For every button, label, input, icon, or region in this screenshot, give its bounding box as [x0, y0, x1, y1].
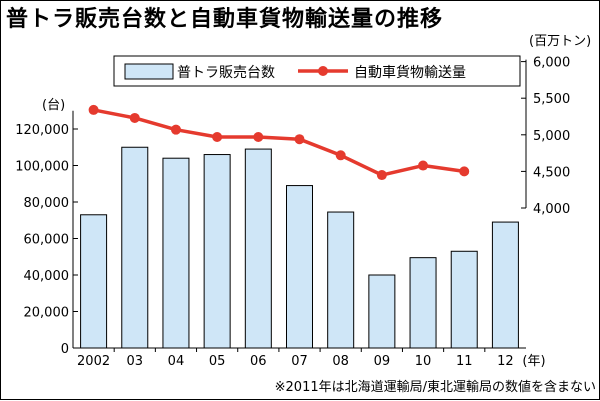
right-axis-tick-label: 6,000 [533, 56, 570, 71]
bar [450, 250, 478, 349]
left-axis-tick-label: 120,000 [15, 123, 69, 138]
x-axis-tick-label: 10 [415, 354, 432, 369]
bar [327, 211, 355, 349]
bar [80, 214, 108, 349]
left-axis-tick-label: 60,000 [24, 233, 70, 248]
series-line-freight-volume [93, 108, 465, 177]
x-axis-tick-label: 11 [456, 354, 473, 369]
right-axis-tick-label: 5,500 [533, 92, 570, 107]
left-axis-tick-label: 80,000 [24, 196, 70, 211]
x-axis-tick-label: 09 [374, 354, 391, 369]
line-point [212, 131, 223, 142]
x-axis-unit: (年) [522, 354, 545, 369]
x-axis-tick-label: 04 [168, 354, 185, 369]
line-point [253, 131, 264, 142]
left-axis-unit: (台) [42, 98, 65, 113]
bar [121, 146, 149, 349]
right-axis-tick-label: 4,000 [533, 202, 570, 217]
x-axis-tick-label: 08 [332, 354, 349, 369]
right-axis-tick-label: 5,000 [533, 129, 570, 144]
bar [203, 154, 231, 349]
bar [244, 148, 272, 349]
line-point [335, 150, 346, 161]
legend-label-freight: 自動車貨物輸送量 [354, 64, 466, 81]
left-axis-tick-label: 100,000 [15, 160, 69, 175]
x-axis-tick-label: 05 [209, 354, 226, 369]
line-point [418, 160, 429, 171]
line-point [88, 104, 99, 115]
chart-title: 普トラ販売台数と自動車貨物輸送量の推移 [6, 7, 444, 32]
bar [162, 157, 190, 349]
x-axis-tick-label: 2002 [77, 354, 110, 369]
x-axis-tick-label: 07 [291, 354, 308, 369]
bar [491, 221, 519, 349]
right-axis-tick-label: 4,500 [533, 165, 570, 180]
left-axis-tick-label: 40,000 [24, 269, 70, 284]
legend-line-marker [318, 66, 328, 76]
x-axis-tick-label: 12 [497, 354, 514, 369]
line-point [376, 170, 387, 181]
line-point [170, 124, 181, 135]
x-axis-tick-label: 06 [250, 354, 267, 369]
line-point [129, 112, 140, 123]
x-axis-tick-label: 03 [126, 354, 143, 369]
bar [286, 185, 313, 349]
bar [409, 257, 437, 349]
legend-label-sales: 普トラ販売台数 [177, 65, 275, 81]
bar [368, 274, 396, 349]
right-axis-unit: (百万トン) [529, 34, 591, 49]
line-point [459, 166, 470, 177]
line-point [294, 134, 305, 145]
legend-bar-swatch [124, 63, 174, 80]
left-axis-tick-label: 0 [61, 342, 69, 357]
left-axis-tick-label: 20,000 [24, 306, 70, 321]
footnote: ※2011年は北海道運輸局/東北運輸局の数値を含まない [275, 379, 596, 395]
